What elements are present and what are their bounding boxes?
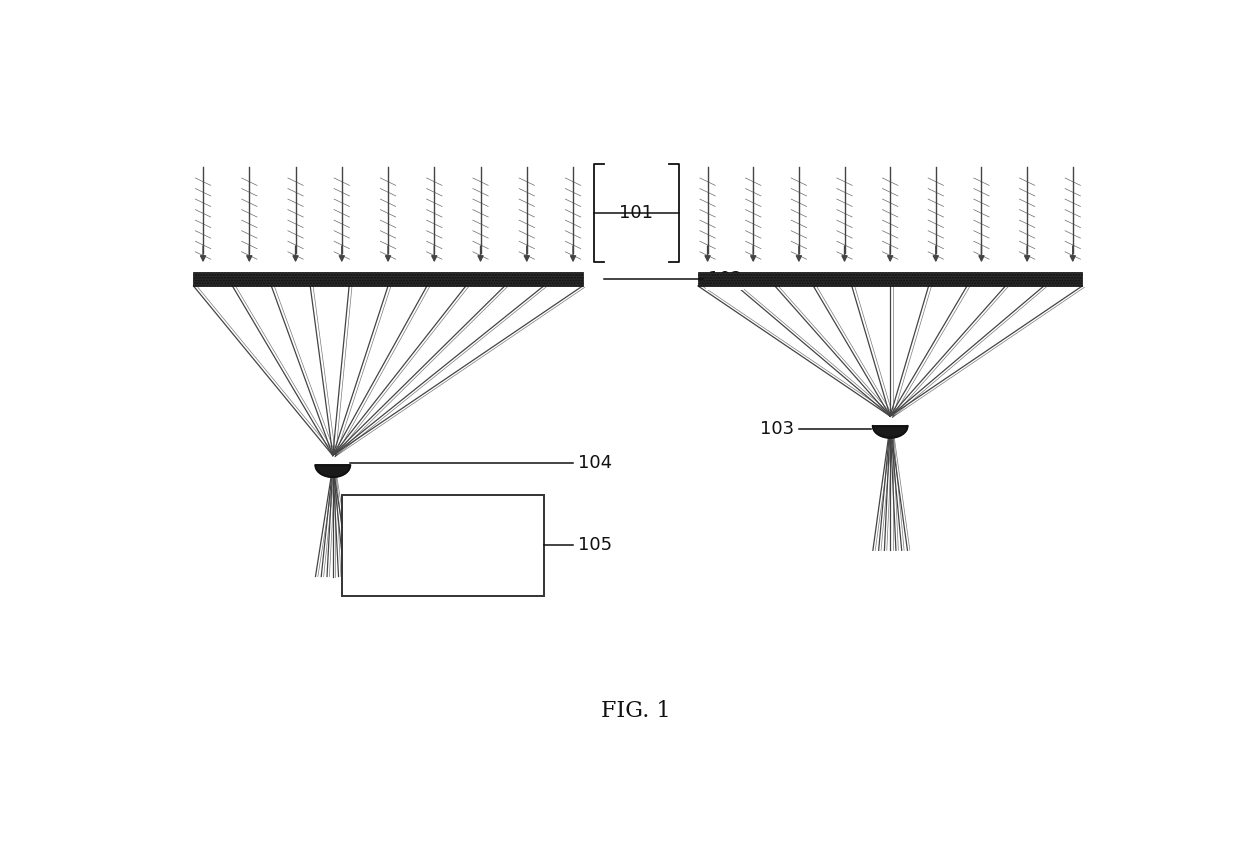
Text: 102: 102	[708, 269, 742, 287]
Polygon shape	[315, 465, 350, 477]
Text: 104: 104	[578, 454, 613, 473]
Bar	[698, 271, 1083, 286]
Text: 101: 101	[620, 204, 653, 222]
Text: 103: 103	[760, 420, 794, 439]
Bar	[342, 495, 544, 596]
Polygon shape	[873, 426, 908, 438]
Text: FIG. 1: FIG. 1	[600, 700, 671, 722]
Text: 105: 105	[578, 536, 613, 554]
Bar	[193, 271, 583, 286]
